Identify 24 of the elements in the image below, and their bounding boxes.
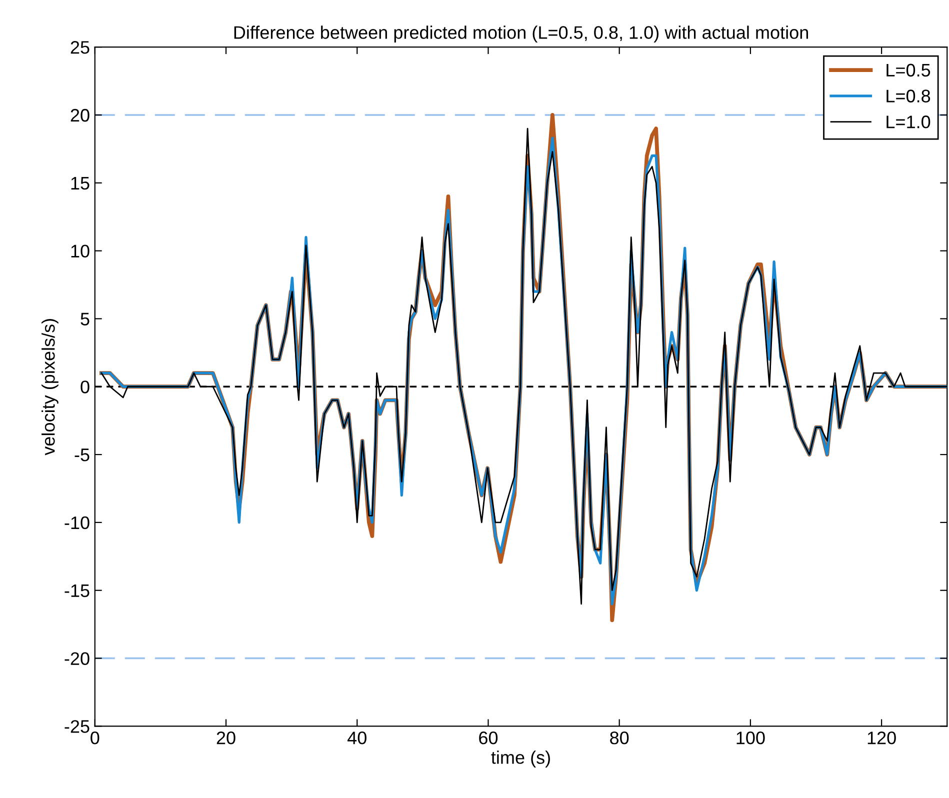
- y-tick-label: 20: [70, 108, 90, 122]
- y-tick-label: -20: [64, 652, 90, 665]
- y-tick-label: 5: [80, 312, 90, 326]
- x-tick-label: 100: [736, 732, 765, 744]
- legend-label: L=1.0: [886, 116, 930, 128]
- y-tick-label: 25: [70, 41, 90, 54]
- x-tick-label: 0: [90, 732, 100, 744]
- x-tick-label: 60: [479, 732, 498, 744]
- legend-label: L=0.8: [886, 90, 930, 102]
- y-tick-label: -5: [74, 448, 90, 462]
- y-tick-label: -15: [64, 584, 90, 598]
- y-tick-label: 0: [80, 380, 90, 394]
- x-tick-label: 40: [347, 732, 366, 744]
- y-axis-title: velocity (pixels/s): [42, 319, 58, 456]
- x-tick-label: 20: [216, 732, 236, 744]
- legend-label: L=0.5: [886, 64, 930, 77]
- chart-title: Difference between predicted motion (L=0.5, 0.8, 1.0) with actual motion: [234, 26, 808, 42]
- x-axis-title: time (s): [491, 750, 550, 768]
- y-tick-label: -10: [64, 516, 90, 530]
- x-tick-label: 120: [868, 732, 896, 744]
- y-tick-label: -25: [64, 720, 90, 733]
- x-tick-label: 80: [610, 732, 629, 744]
- y-tick-label: 15: [71, 177, 90, 190]
- y-tick-label: 10: [71, 244, 90, 258]
